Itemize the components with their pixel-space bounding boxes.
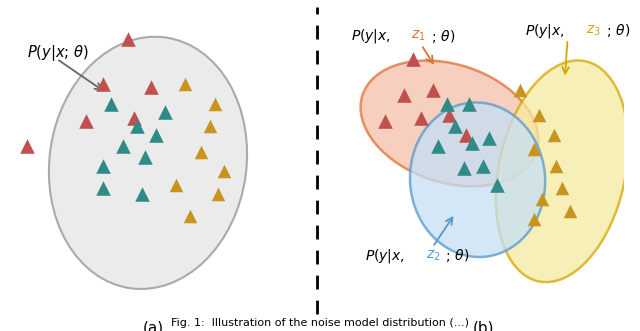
Point: [484, 135, 494, 140]
Point: [98, 163, 108, 168]
Point: [179, 81, 189, 87]
Text: (b): (b): [472, 320, 494, 331]
Point: [211, 101, 221, 107]
Point: [529, 216, 539, 222]
Text: $P(y|x,$: $P(y|x,$: [365, 247, 405, 265]
Point: [118, 143, 128, 149]
Point: [444, 113, 454, 118]
Point: [160, 110, 170, 115]
Point: [399, 93, 410, 98]
Point: [22, 143, 32, 149]
Point: [537, 197, 547, 202]
Point: [534, 113, 545, 118]
Point: [442, 101, 452, 107]
Point: [461, 132, 472, 137]
Text: Fig. 1:  Illustration of the noise model distribution (...): Fig. 1: Illustration of the noise model …: [171, 318, 469, 328]
Text: (a): (a): [143, 320, 164, 331]
Point: [219, 169, 229, 174]
Ellipse shape: [360, 61, 538, 186]
Point: [548, 132, 559, 137]
Point: [196, 149, 207, 154]
Point: [171, 183, 181, 188]
Point: [492, 183, 502, 188]
Point: [478, 163, 488, 168]
Text: $z_1$: $z_1$: [412, 29, 426, 43]
Text: $;\,\theta)$: $;\,\theta)$: [605, 22, 630, 39]
Point: [205, 124, 215, 129]
Ellipse shape: [496, 61, 628, 282]
Point: [213, 191, 223, 197]
Text: $z_3$: $z_3$: [586, 24, 600, 38]
Point: [185, 214, 195, 219]
Point: [450, 124, 460, 129]
Point: [106, 101, 116, 107]
Point: [132, 124, 142, 129]
Point: [123, 36, 133, 42]
Text: $;\,\theta)$: $;\,\theta)$: [431, 28, 456, 45]
Point: [428, 87, 438, 92]
Point: [137, 191, 147, 197]
Point: [433, 143, 444, 149]
Ellipse shape: [49, 37, 247, 289]
Point: [140, 155, 150, 160]
Point: [416, 115, 426, 120]
Point: [81, 118, 91, 123]
Point: [557, 185, 567, 191]
Text: $P(y|x,$: $P(y|x,$: [351, 27, 391, 45]
Point: [467, 141, 477, 146]
Text: $;\,\theta)$: $;\,\theta)$: [445, 247, 470, 264]
Point: [151, 132, 161, 137]
Point: [98, 81, 108, 87]
Point: [515, 87, 525, 92]
Point: [129, 115, 139, 120]
Point: [565, 208, 575, 213]
Point: [464, 101, 474, 107]
Point: [551, 163, 561, 168]
Point: [380, 118, 390, 123]
Point: [98, 185, 108, 191]
Ellipse shape: [410, 102, 545, 257]
Point: [458, 166, 468, 171]
Point: [529, 146, 539, 152]
Point: [146, 84, 156, 90]
Text: $P(y|x,$: $P(y|x,$: [525, 22, 565, 40]
Text: $z_2$: $z_2$: [426, 249, 440, 263]
Text: $P(y|x;\,\theta)$: $P(y|x;\,\theta)$: [27, 43, 89, 63]
Point: [408, 56, 418, 62]
